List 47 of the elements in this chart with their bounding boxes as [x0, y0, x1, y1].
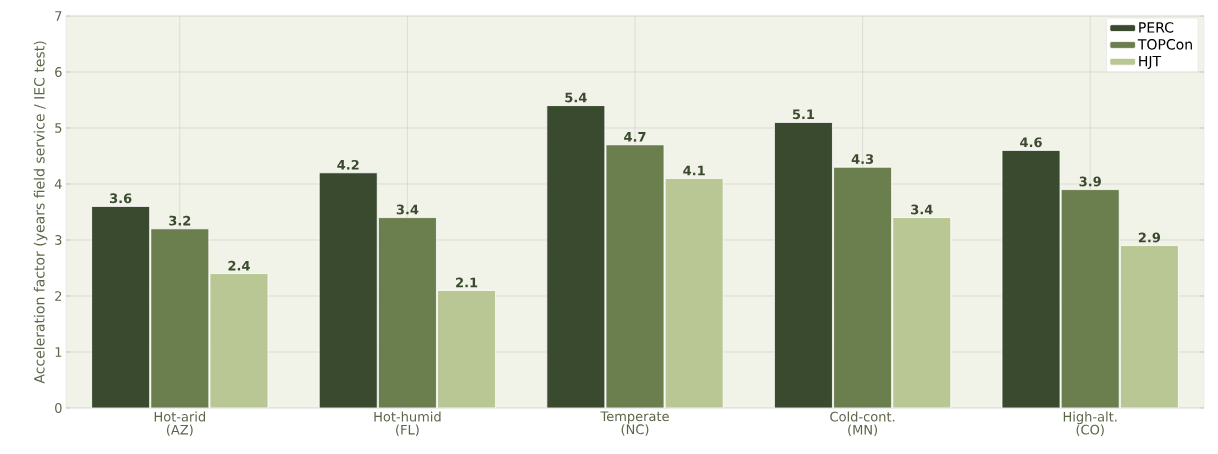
y-tick-label: 1 [55, 347, 62, 357]
x-tick-label: Cold-cont. (MN) [830, 411, 895, 437]
bar [605, 144, 665, 408]
data-label: 4.7 [624, 132, 646, 142]
x-tick-label: Hot-humid (FL) [374, 411, 441, 437]
data-label: 3.6 [109, 193, 132, 204]
bar [209, 273, 269, 408]
y-tick-label: 7 [55, 11, 62, 21]
data-label: 2.1 [456, 277, 478, 288]
data-label: 3.4 [396, 204, 419, 215]
y-tick-label: 3 [55, 235, 62, 245]
x-tick-label: High-alt. (CO) [1063, 411, 1117, 437]
bar [437, 289, 496, 408]
legend-label: HJT [1139, 55, 1162, 69]
y-tick-label: 2 [55, 291, 62, 301]
y-tick-label: 0 [55, 403, 62, 413]
bar [150, 228, 210, 408]
data-label: 4.3 [851, 154, 874, 164]
data-label: 5.1 [792, 109, 815, 120]
y-tick-label: 6 [55, 67, 62, 77]
data-label: 2.9 [1138, 232, 1161, 243]
data-label: 4.6 [1020, 137, 1042, 148]
legend-label: TOPCon [1137, 39, 1192, 50]
bar [546, 105, 605, 408]
bar [91, 205, 151, 408]
data-label: 3.9 [1079, 176, 1101, 187]
x-tick-label: Hot-arid (AZ) [154, 411, 205, 437]
x-tick-label: Temperate (NC) [600, 411, 669, 436]
data-label: 5.4 [565, 92, 587, 103]
data-label: 3.4 [911, 204, 933, 215]
bar [1119, 245, 1179, 408]
bar [892, 217, 952, 408]
bar [774, 121, 833, 408]
bar [318, 172, 378, 408]
y-axis-title: Acceleration factor (years field service / IEC test) [33, 41, 48, 384]
y-tick-label: 4 [54, 179, 62, 189]
bar [1060, 189, 1120, 408]
legend-label: PERC [1139, 22, 1174, 33]
data-label: 4.1 [683, 165, 705, 176]
bar [665, 178, 724, 408]
data-label: 4.2 [337, 159, 359, 170]
data-label: 3.2 [169, 215, 191, 226]
bar [1001, 149, 1061, 408]
bar [833, 166, 893, 408]
data-label: 2.4 [228, 260, 250, 271]
bar [377, 217, 437, 408]
y-tick-label: 5 [55, 123, 62, 133]
